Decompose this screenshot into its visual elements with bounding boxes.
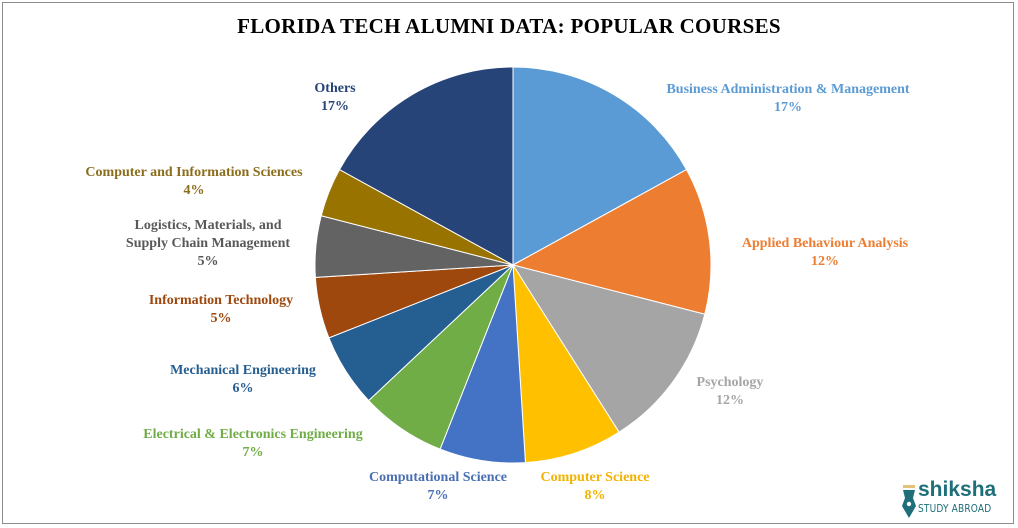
slice-label-text: Logistics, Materials, and [135,218,282,233]
slice-label-text: Applied Behaviour Analysis [742,236,909,251]
logo-tagline: STUDY ABROAD [918,502,992,515]
pie-slice [511,168,712,315]
slice-label: Logistics, Materials, and Supply Chain Ma… [126,218,290,269]
slice-label-text: Mechanical Engineering [170,363,316,378]
logo-brand: shiksha [918,478,997,501]
slice-label: Business Administration & Management 17% [666,82,909,115]
slice-value-label: 8% [585,488,606,503]
pie-slice [338,66,514,266]
pie-slice [511,264,706,433]
slice-label: Psychology 12% [697,375,764,408]
slice-label-text: Supply Chain Management [126,236,290,251]
slice-label: Applied Behaviour Analysis 12% [742,236,909,269]
slice-value-label: 6% [233,381,254,396]
slice-label-text: Others [314,81,356,96]
chart-title: FLORIDA TECH ALUMNI DATA: POPULAR COURSE… [237,14,781,38]
pie-slice [512,264,620,464]
slice-value-label: 7% [428,488,449,503]
slice-value-label: 7% [243,445,264,460]
slice-label-text: Information Technology [149,293,293,308]
slice-label: Computational Science 7% [369,470,507,503]
slice-value-label: 17% [321,99,349,114]
slice-label: Computer and Information Sciences 4% [85,165,303,198]
slice-value-label: 5% [198,254,219,269]
slice-label: Information Technology 5% [149,293,293,326]
slice-label-text: Psychology [697,375,764,390]
slice-label-text: Business Administration & Management [666,82,909,97]
slice-label-text: Computational Science [369,470,507,485]
slice-value-label: 12% [716,393,744,408]
pie-slice [512,66,688,266]
pen-nib-icon [902,485,916,518]
slice-label-text: Electrical & Electronics Engineering [143,427,362,442]
slice-label: Computer Science 8% [541,470,650,503]
shiksha-logo: shiksha STUDY ABROAD [900,478,1010,522]
slice-label: Others 17% [314,81,356,114]
slice-label: Electrical & Electronics Engineering 7% [143,427,362,460]
slice-value-label: 4% [184,183,205,198]
slice-label-text: Computer and Information Sciences [85,165,303,180]
slice-label-text: Computer Science [541,470,650,485]
slice-value-label: 12% [811,254,839,269]
slice-value-label: 5% [211,311,232,326]
slice-label: Mechanical Engineering 6% [170,363,316,396]
slice-value-label: 17% [774,100,802,115]
